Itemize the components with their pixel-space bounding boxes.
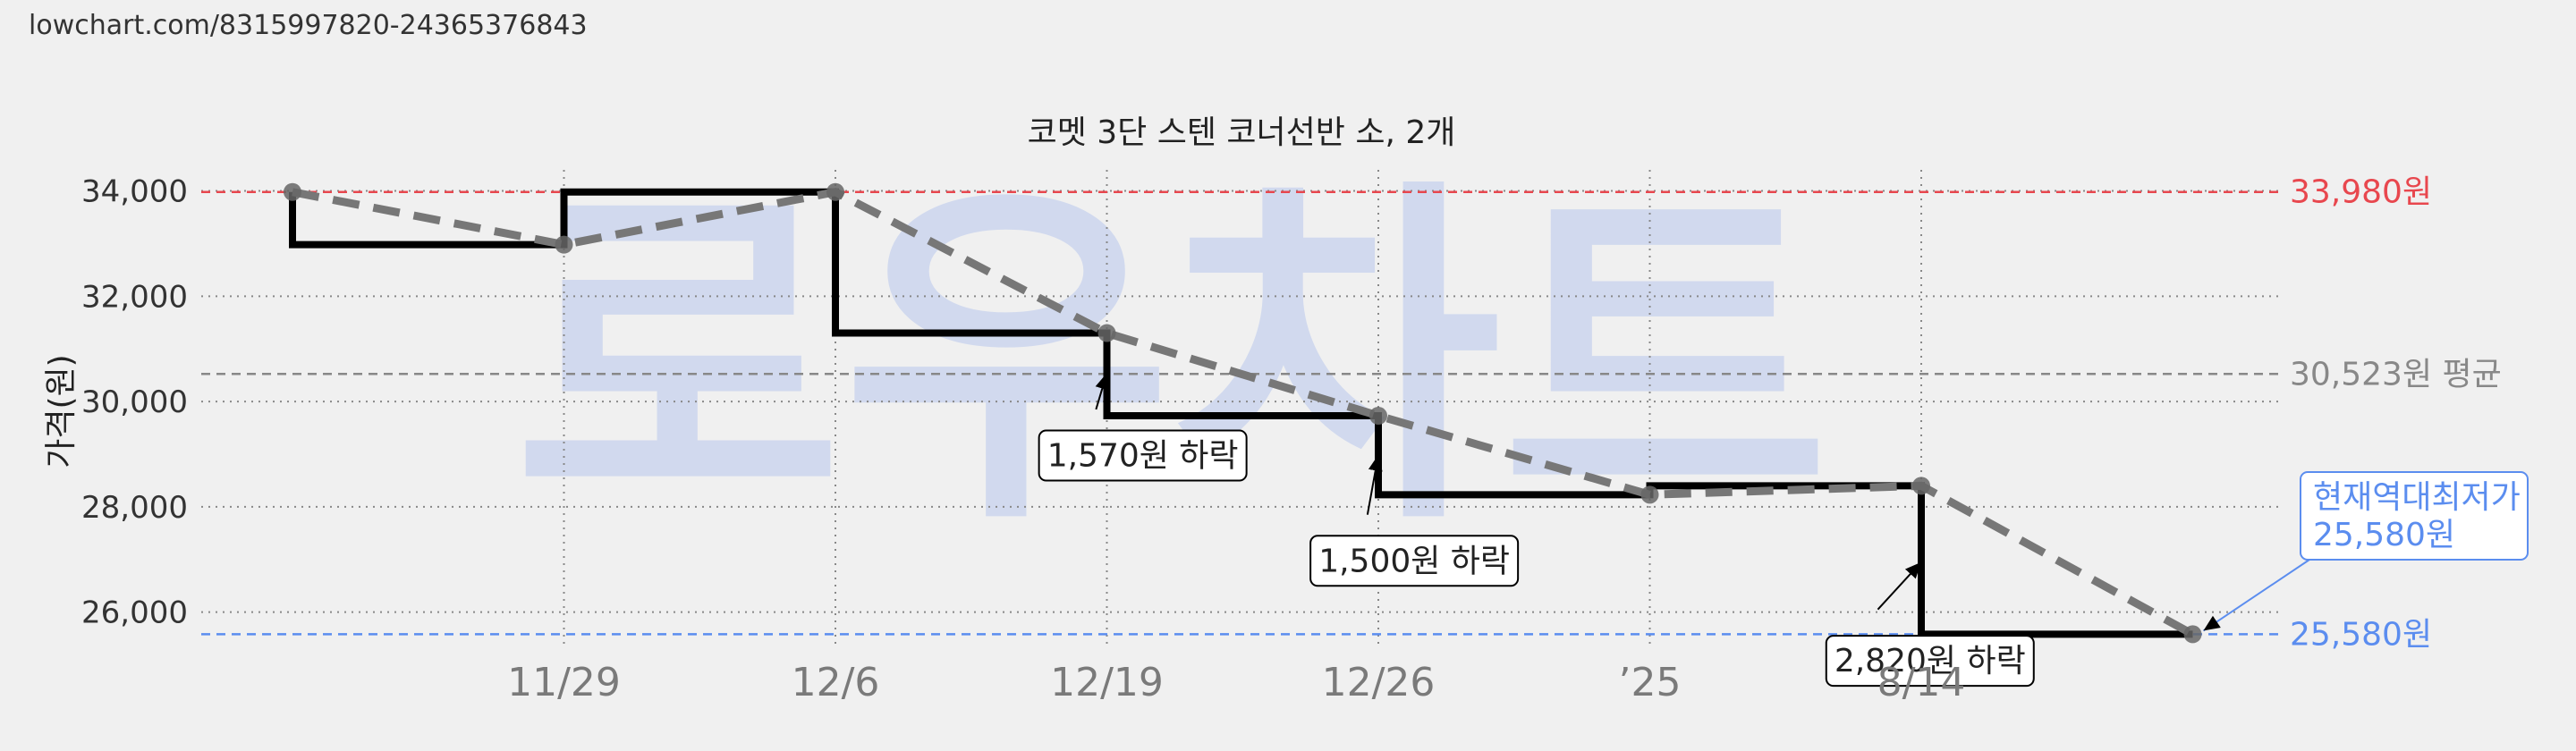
y-tick-label: 26,000: [81, 595, 188, 631]
drop-annotation-text: 2,820원 하락: [1835, 643, 2026, 679]
x-tick-label: ’25: [1619, 660, 1682, 705]
drop-annotation-arrow: [1877, 561, 1922, 611]
current-low-text: 현재역대최저가: [2313, 479, 2521, 516]
x-tick-label: 12/19: [1050, 660, 1164, 705]
page-url: lowchart.com/8315997820-24365376843: [29, 10, 588, 41]
annotations: 1,570원 하락1,500원 하락2,820원 하락현재역대최저가25,580…: [1038, 373, 2529, 688]
y-tick-label: 28,000: [81, 490, 188, 526]
drop-annotation-box: [1038, 429, 1248, 482]
drop-annotation-text: 1,500원 하락: [1318, 543, 1510, 579]
drop-annotation-arrow: [1366, 454, 1383, 515]
avg-reference-label: 30,523원 평균: [2290, 356, 2502, 392]
x-axis-ticks: 11/29 12/6 12/19 12/26 ’25 8/14: [507, 660, 1965, 705]
series-layer: [284, 182, 2202, 644]
drop-annotation-box: [1309, 535, 1520, 587]
max-reference-label: 33,980원: [2290, 174, 2432, 211]
y-axis-label: 가격(원): [43, 354, 80, 468]
x-tick-label: 12/6: [792, 660, 880, 705]
data-point: [1640, 485, 1659, 504]
data-point: [284, 182, 301, 201]
y-tick-label: 32,000: [81, 279, 188, 315]
x-tick-label: 8/14: [1877, 660, 1966, 705]
y-tick-label: 30,000: [81, 384, 188, 420]
min-reference-label: 25,580원: [2290, 616, 2432, 653]
current-low-box: [2300, 471, 2529, 561]
data-point: [1097, 324, 1116, 342]
drop-annotation-arrow: [1095, 373, 1110, 410]
price-trend-line: [292, 188, 2195, 638]
y-axis-ticks: 26,000 28,000 30,000 32,000 34,000: [81, 174, 188, 631]
current-low-arrow: [2202, 559, 2310, 632]
data-point: [555, 235, 573, 254]
chart-title: 코멧 3단 스텐 코너선반 소, 2개: [1028, 114, 1456, 151]
drop-annotation-text: 1,570원 하락: [1047, 438, 1239, 475]
current-low-text: 25,580원: [2313, 517, 2455, 553]
data-point: [1912, 477, 1930, 495]
drop-annotation-box: [1825, 635, 2035, 688]
y-tick-label: 34,000: [81, 174, 188, 210]
data-point: [2183, 625, 2202, 644]
watermark-logo: 로우차트: [513, 152, 1830, 568]
data-point: [826, 182, 844, 201]
data-point: [1369, 407, 1387, 426]
x-tick-label: 11/29: [507, 660, 621, 705]
reference-lines: 33,980원 30,523원 평균 25,580원: [201, 174, 2502, 653]
x-tick-label: 12/26: [1322, 660, 1436, 705]
